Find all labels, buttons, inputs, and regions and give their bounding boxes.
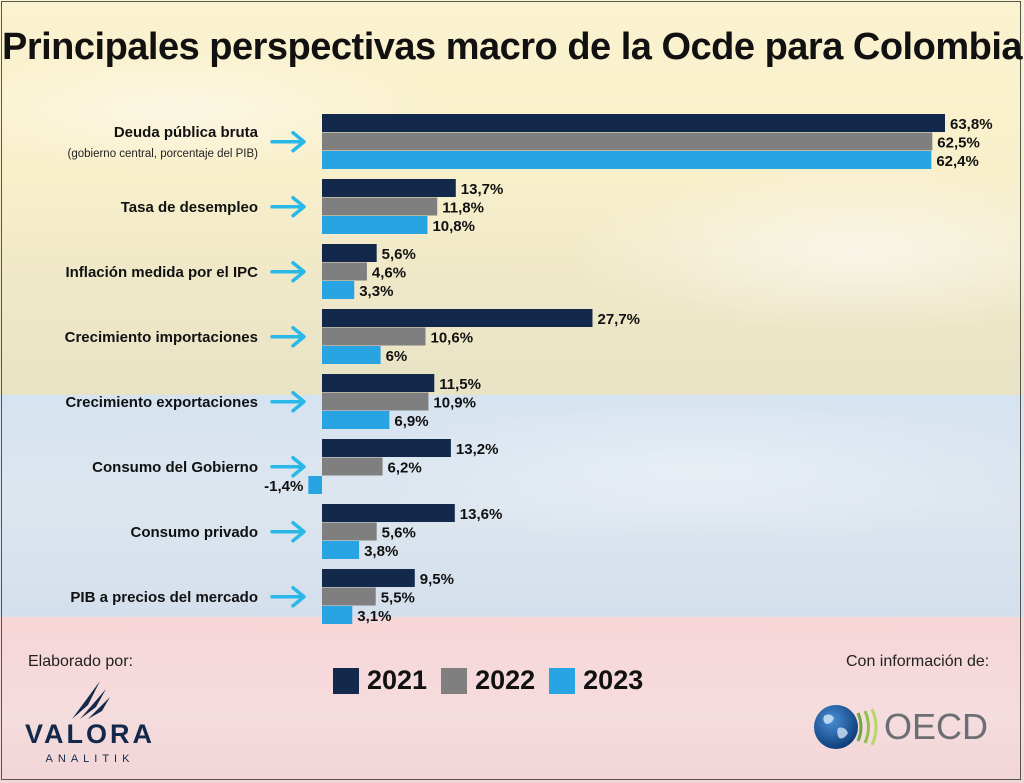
right-arrow-icon-head — [291, 586, 306, 608]
value-label-2021: 13,2% — [456, 441, 499, 458]
right-arrow-icon-head — [291, 521, 306, 543]
legend-item-2023: 2023 — [549, 665, 643, 696]
value-label-2023: 3,8% — [364, 543, 398, 560]
bar-2021 — [322, 179, 456, 197]
value-label-2021: 5,6% — [382, 246, 416, 263]
value-label-2023: -1,4% — [264, 478, 303, 495]
value-label-2022: 62,5% — [937, 135, 980, 152]
value-label-2022: 4,6% — [372, 265, 406, 282]
bar-2022 — [322, 522, 377, 541]
value-label-2022: 5,5% — [381, 590, 415, 607]
legend-item-2021: 2021 — [333, 665, 427, 696]
valora-subtitle: ANALITIK — [45, 753, 135, 765]
bar-2022 — [322, 262, 367, 281]
globe-icon — [814, 705, 878, 749]
bar-2021 — [322, 504, 455, 522]
bar-2022 — [322, 132, 933, 151]
bar-2023 — [308, 476, 322, 494]
right-arrow-icon-head — [291, 196, 306, 218]
category-label: Crecimiento importaciones — [65, 329, 258, 346]
legend-label-2023: 2023 — [583, 665, 644, 695]
right-arrow-icon-head — [291, 391, 306, 413]
bar-2022 — [322, 327, 426, 346]
value-label-2023: 6,9% — [394, 413, 428, 430]
bar-2022 — [322, 587, 376, 606]
category-label: Tasa de desempleo — [121, 199, 258, 216]
value-label-2022: 5,6% — [382, 525, 416, 542]
right-arrow-icon-head — [291, 456, 306, 478]
legend-item-2022: 2022 — [441, 665, 535, 696]
category-label: PIB a precios del mercado — [70, 589, 258, 606]
category-label: Consumo del Gobierno — [92, 459, 258, 476]
valora-wordmark: VALORA — [25, 719, 155, 749]
bar-2021 — [322, 439, 451, 457]
bar-2021 — [322, 569, 415, 587]
legend-label-2022: 2022 — [475, 665, 536, 695]
bar-2023 — [322, 606, 353, 624]
bar-2023 — [322, 151, 932, 169]
category-sublabel: (gobierno central, porcentaje del PIB) — [68, 148, 259, 160]
bar-2023 — [322, 541, 360, 559]
category-label: Crecimiento exportaciones — [65, 394, 258, 411]
made-by-label: Elaborado por: — [28, 653, 133, 670]
bar-2021 — [322, 309, 593, 327]
category-label: Deuda pública bruta — [114, 124, 259, 141]
category-label: Consumo privado — [130, 524, 258, 541]
value-label-2022: 10,9% — [433, 395, 476, 412]
value-label-2021: 13,7% — [461, 181, 504, 198]
value-label-2023: 3,3% — [359, 283, 393, 300]
chart-title: Principales perspectivas macro de la Ocd… — [1, 26, 1023, 68]
value-label-2021: 13,6% — [460, 506, 503, 523]
right-arrow-icon-head — [291, 326, 306, 348]
value-label-2022: 11,8% — [442, 200, 484, 217]
value-label-2021: 11,5% — [439, 376, 481, 393]
value-label-2021: 27,7% — [597, 311, 640, 328]
legend: 2021 2022 2023 — [333, 665, 657, 696]
bar-2022 — [322, 392, 429, 411]
oecd-logo: OECD — [812, 702, 1002, 752]
bar-2023 — [322, 281, 355, 299]
bar-2022 — [322, 457, 383, 476]
bar-2023 — [322, 411, 390, 429]
legend-label-2021: 2021 — [367, 665, 428, 695]
right-arrow-icon-head — [291, 131, 306, 153]
oecd-wordmark: OECD — [884, 706, 989, 747]
bar-2023 — [322, 216, 428, 234]
bar-2021 — [322, 374, 435, 392]
valora-logo: VALORA ANALITIK — [20, 675, 160, 770]
value-label-2023: 6% — [386, 348, 408, 365]
bar-2021 — [322, 114, 945, 132]
bar-2023 — [322, 346, 381, 364]
right-arrow-icon-head — [291, 261, 306, 283]
legend-swatch-2022 — [441, 667, 468, 694]
bar-2022 — [322, 197, 438, 216]
value-label-2023: 10,8% — [432, 218, 475, 235]
valora-mark-icon — [72, 681, 110, 719]
value-label-2023: 3,1% — [357, 608, 391, 625]
legend-swatch-2023 — [549, 667, 576, 694]
value-label-2021: 63,8% — [950, 116, 993, 133]
category-label: Inflación medida por el IPC — [65, 264, 258, 281]
bar-2021 — [322, 244, 377, 262]
value-label-2022: 10,6% — [431, 330, 474, 347]
value-label-2022: 6,2% — [388, 460, 422, 477]
value-label-2023: 62,4% — [936, 153, 979, 170]
source-label: Con información de: — [846, 653, 990, 670]
value-label-2021: 9,5% — [420, 571, 454, 588]
legend-swatch-2021 — [333, 667, 359, 694]
